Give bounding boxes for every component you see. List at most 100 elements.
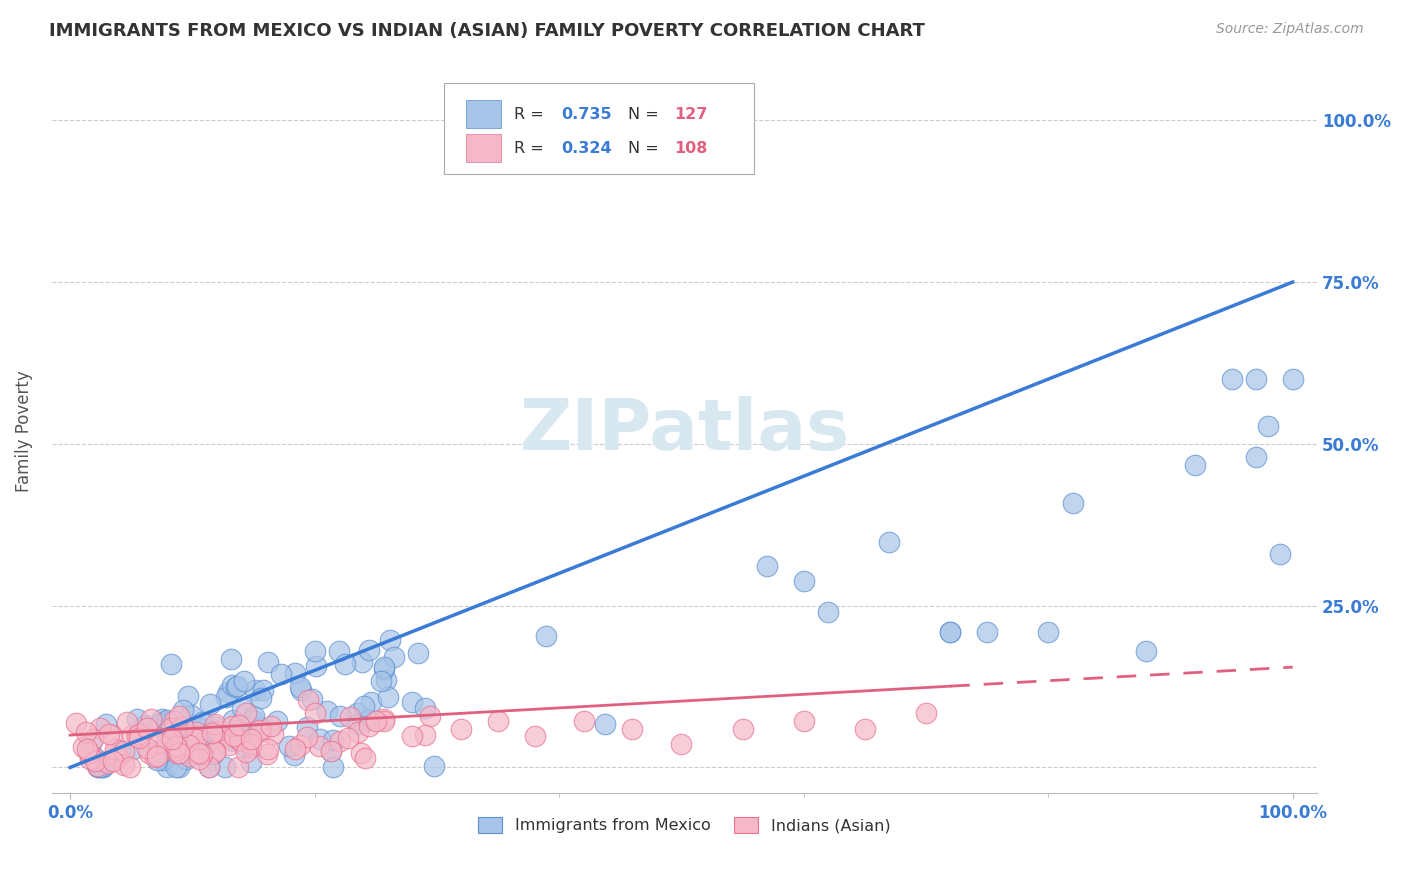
Point [105, 740, 128, 755]
Point [357, 564, 380, 578]
Point [128, 711, 150, 725]
Point [976, 533, 998, 548]
Point [1184, 255, 1206, 269]
Point [201, 700, 224, 714]
Point [80, 720, 103, 734]
Point [354, 744, 377, 758]
Point [180, 723, 202, 737]
Point [262, 704, 284, 718]
Point [165, 725, 187, 739]
Point [346, 670, 368, 684]
Point [621, 696, 644, 710]
Point [228, 714, 250, 728]
Point [308, 724, 330, 739]
Point [141, 679, 163, 693]
Point [96, 688, 118, 702]
Point [169, 675, 191, 690]
Point [87, 760, 110, 774]
Point [138, 737, 160, 751]
Point [115, 684, 138, 698]
Text: 0.735: 0.735 [562, 107, 613, 121]
Y-axis label: Family Poverty: Family Poverty [15, 370, 32, 491]
Point [1135, 566, 1157, 581]
Point [401, 651, 423, 665]
Point [1257, 191, 1279, 205]
Point [211, 711, 233, 725]
Point [75, 701, 97, 715]
Point [295, 693, 318, 707]
Point [415, 706, 437, 721]
Point [256, 730, 278, 744]
Point [572, 682, 595, 697]
Point [221, 690, 243, 705]
Point [198, 760, 221, 774]
Point [184, 714, 207, 728]
Point [373, 592, 395, 607]
Point [82, 713, 104, 727]
Point [419, 673, 441, 688]
Point [169, 736, 191, 750]
Point [163, 691, 186, 706]
Point [207, 700, 229, 714]
Text: 127: 127 [675, 107, 707, 121]
Point [347, 701, 370, 715]
Point [228, 690, 250, 704]
Point [166, 737, 188, 751]
Point [205, 708, 228, 723]
Point [120, 760, 142, 774]
Point [159, 695, 181, 709]
Point [247, 698, 270, 712]
Point [72, 726, 94, 740]
Point [221, 624, 243, 638]
Point [260, 690, 283, 705]
Point [128, 705, 150, 719]
Point [112, 757, 135, 772]
Text: R =: R = [513, 107, 548, 121]
Point [319, 733, 342, 747]
Text: Source: ZipAtlas.com: Source: ZipAtlas.com [1216, 22, 1364, 37]
Point [166, 689, 188, 703]
Point [1036, 533, 1059, 548]
Point [322, 714, 344, 728]
Point [373, 680, 395, 694]
Point [187, 736, 209, 750]
Point [165, 725, 187, 739]
Point [172, 665, 194, 679]
Point [406, 569, 429, 583]
Point [186, 709, 208, 723]
Point [134, 689, 156, 703]
Point [523, 708, 546, 723]
Point [415, 661, 437, 675]
Point [288, 627, 311, 641]
Point [104, 734, 127, 748]
Point [224, 716, 246, 731]
Point [1270, 404, 1292, 418]
Point [91, 760, 114, 774]
Point [337, 712, 360, 726]
Point [240, 722, 263, 736]
Point [423, 758, 446, 772]
Point [198, 655, 221, 669]
Point [534, 541, 557, 556]
Bar [465, 101, 501, 128]
Point [915, 670, 938, 684]
Point [357, 681, 380, 695]
Point [288, 723, 311, 737]
Point [301, 646, 323, 660]
Point [65, 687, 87, 701]
Point [364, 682, 387, 697]
Point [284, 730, 307, 744]
Point [150, 680, 173, 694]
Point [486, 682, 509, 697]
Point [191, 684, 214, 698]
Point [165, 760, 187, 774]
Point [297, 648, 319, 662]
Point [252, 632, 274, 646]
Point [202, 690, 225, 705]
Point [97, 753, 120, 767]
Point [112, 733, 135, 747]
Point [176, 641, 198, 656]
Point [146, 742, 169, 756]
Point [321, 732, 343, 747]
Point [939, 533, 962, 548]
